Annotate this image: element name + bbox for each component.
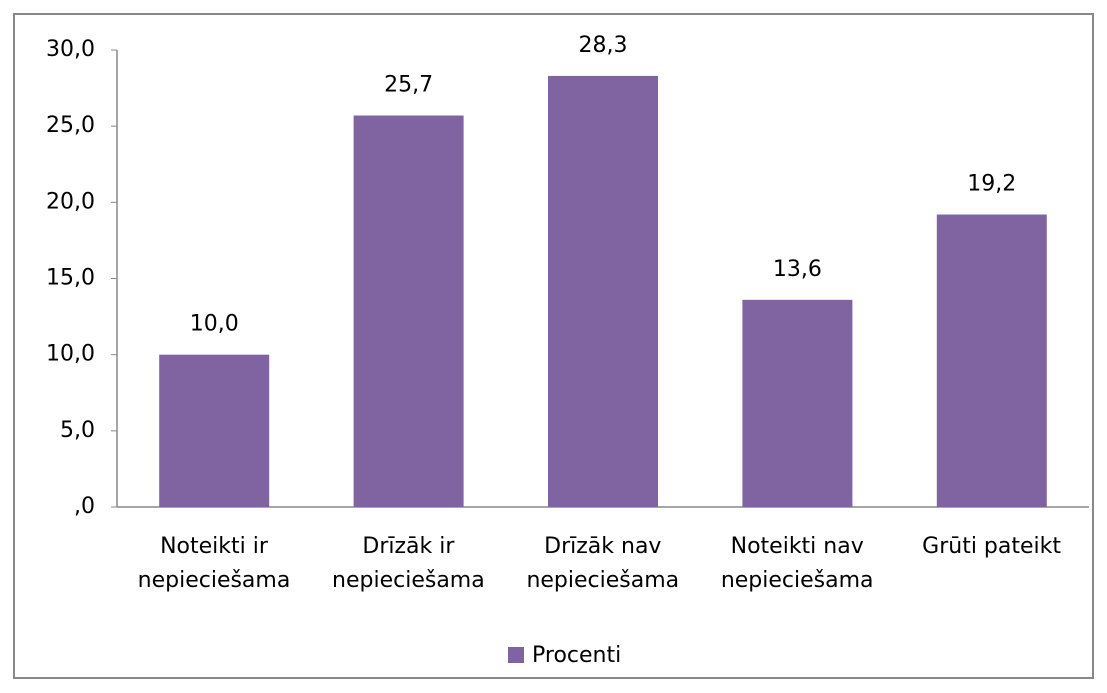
data-label: 13,6 — [773, 257, 822, 282]
data-label: 25,7 — [384, 73, 433, 98]
x-tick-label: Grūti pateikt — [922, 534, 1062, 559]
legend-swatch — [508, 647, 524, 663]
data-label: 10,0 — [190, 312, 239, 337]
data-label: 28,3 — [579, 33, 628, 58]
y-tick-label: 15,0 — [46, 266, 95, 291]
y-tick-label: 25,0 — [46, 113, 95, 138]
x-tick-label: Noteikti ir nepieciešama — [137, 534, 291, 593]
y-tick-label: 20,0 — [46, 189, 95, 214]
bar — [548, 75, 658, 507]
bar — [353, 115, 464, 508]
bar — [936, 214, 1047, 507]
x-tick-label: Drīzāk ir nepieciešama — [332, 534, 485, 593]
y-tick-label: ,0 — [74, 494, 95, 519]
bar — [159, 354, 270, 507]
data-label: 19,2 — [967, 172, 1016, 197]
y-tick-label: 10,0 — [46, 342, 95, 367]
bar — [742, 299, 853, 507]
x-tick-label: Noteikti nav nepieciešama — [720, 534, 874, 593]
y-tick-label: 30,0 — [46, 37, 95, 62]
y-tick-label: 5,0 — [60, 418, 95, 443]
legend-label: Procenti — [532, 643, 621, 668]
x-tick-label: Drīzāk nav nepieciešama — [526, 534, 680, 593]
